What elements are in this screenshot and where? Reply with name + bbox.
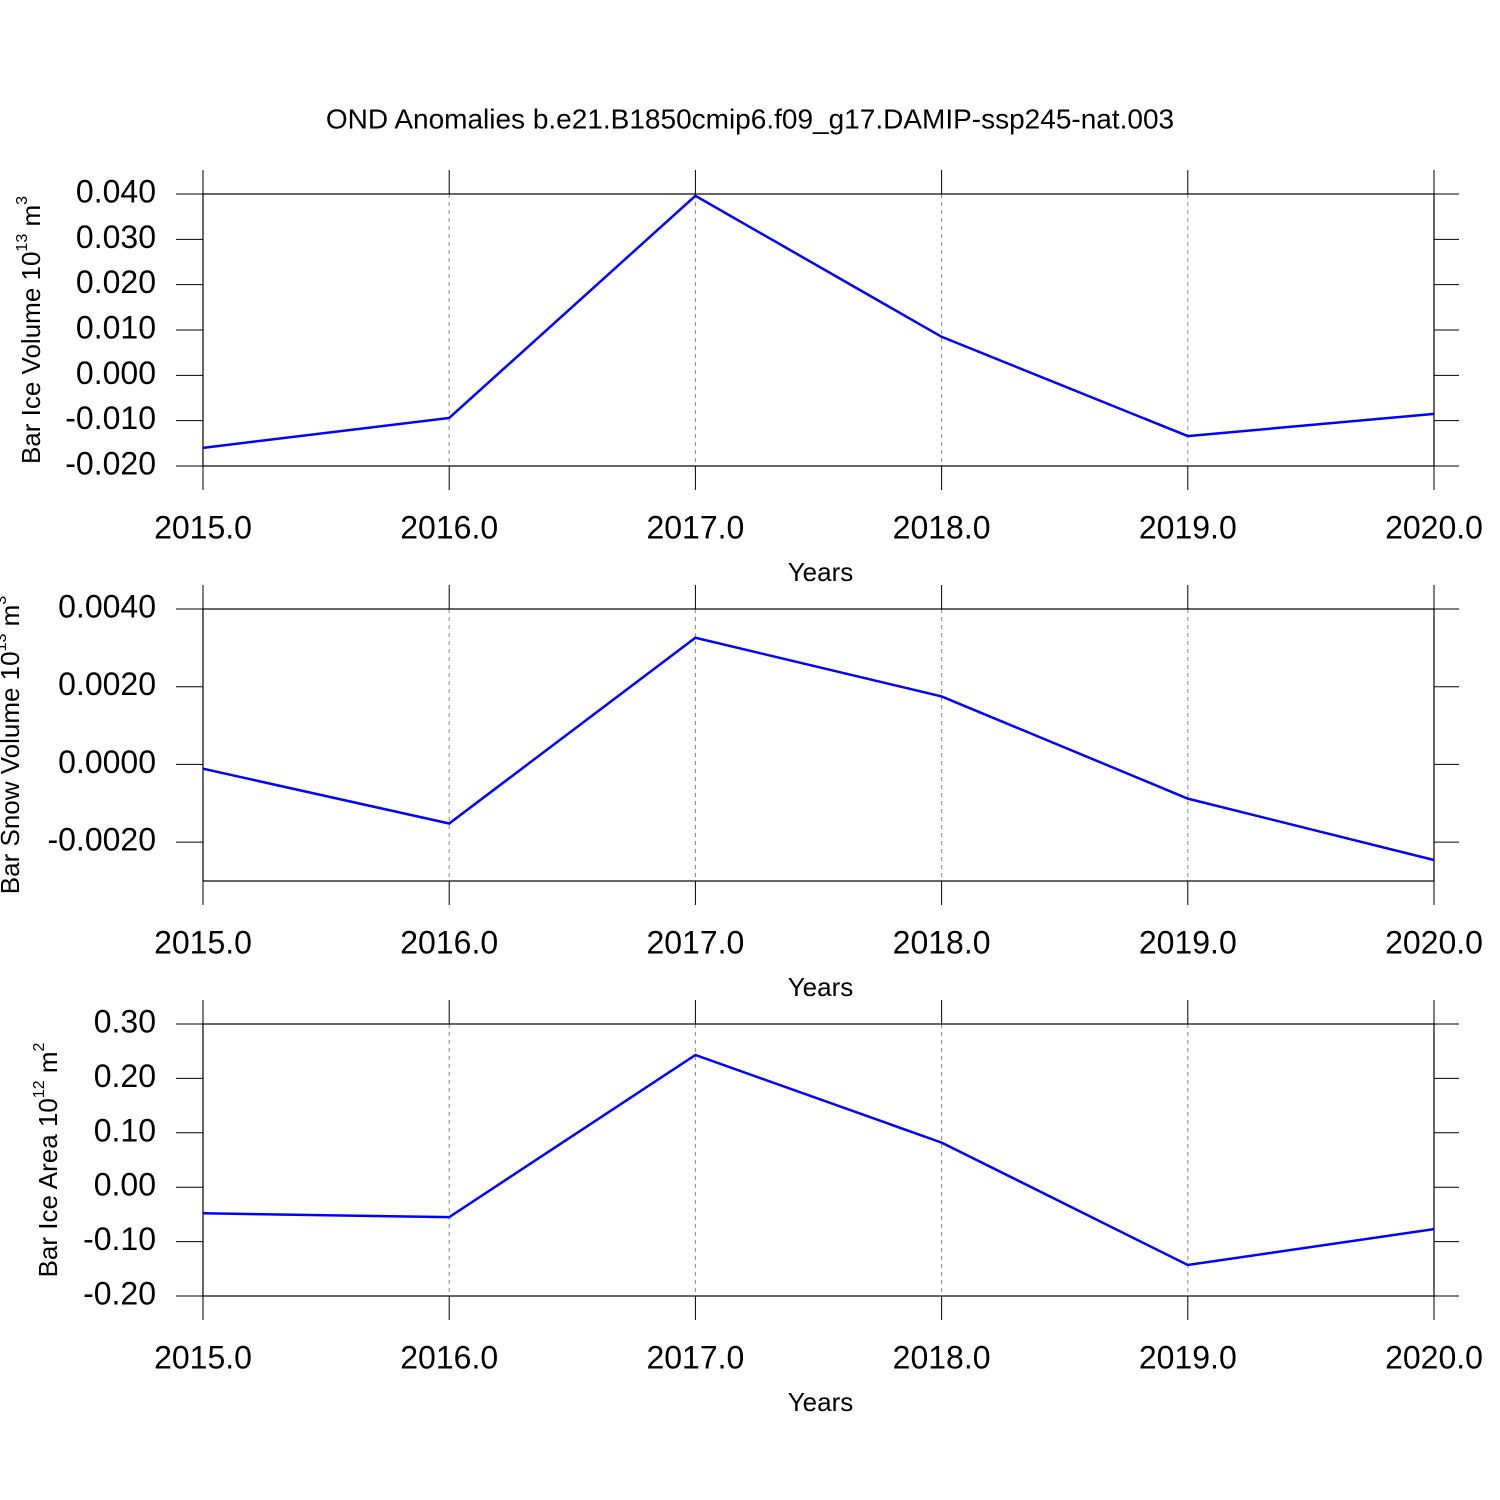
- y-tick-label: 0.0040: [58, 588, 156, 624]
- x-tick-label: 2019.0: [1139, 924, 1237, 960]
- y-tick-label: -0.10: [83, 1221, 156, 1257]
- y-axis-label-superscript: 12: [31, 1080, 48, 1098]
- y-tick-label: 0.20: [94, 1058, 156, 1094]
- y-axis-label-superscript: 3: [0, 596, 10, 605]
- y-axis-label-part: m: [33, 1051, 63, 1080]
- plot-frame: [202, 1023, 1435, 1297]
- x-tick-label: 2020.0: [1385, 509, 1483, 545]
- x-tick-label: 2017.0: [646, 1339, 744, 1375]
- x-tick-label: 2017.0: [646, 924, 744, 960]
- x-tick-label: 2019.0: [1139, 1339, 1237, 1375]
- y-tick-label: 0.0000: [58, 744, 156, 780]
- y-axis-label-superscript: 3: [14, 196, 31, 205]
- y-axis-label-superscript: 13: [0, 633, 10, 651]
- plot-frame: [202, 608, 1435, 882]
- x-tick-label: 2016.0: [400, 1339, 498, 1375]
- x-tick-label: 2017.0: [646, 509, 744, 545]
- data-line: [202, 636, 1435, 862]
- x-tick-label: 2018.0: [893, 924, 991, 960]
- x-tick-label: 2015.0: [154, 924, 252, 960]
- x-tick-label: 2015.0: [154, 1339, 252, 1375]
- x-tick-label: 2016.0: [400, 924, 498, 960]
- plot-frame: [202, 193, 1435, 467]
- x-tick-label: 2018.0: [893, 1339, 991, 1375]
- y-tick-label: -0.020: [65, 445, 156, 481]
- y-axis-label-part: m: [16, 205, 46, 234]
- x-tick-label: 2019.0: [1139, 509, 1237, 545]
- x-axis-label: Years: [788, 557, 854, 587]
- y-axis-label: Bar Snow Volume 1013 m3: [0, 596, 25, 895]
- y-tick-label: 0.000: [76, 355, 156, 391]
- y-tick-label: 0.0020: [58, 666, 156, 702]
- y-tick-label: 0.040: [76, 173, 156, 209]
- y-tick-label: 0.020: [76, 264, 156, 300]
- data-line: [202, 194, 1435, 450]
- y-tick-label: -0.0020: [47, 822, 156, 858]
- y-axis-label-part: Bar Snow Volume 10: [0, 651, 25, 894]
- data-line: [202, 1053, 1435, 1267]
- y-axis-label: Bar Ice Volume 1013 m3: [14, 196, 46, 464]
- y-tick-label: 0.00: [94, 1167, 156, 1203]
- y-axis-label: Bar Ice Area 1012 m2: [31, 1042, 63, 1277]
- y-tick-label: 0.010: [76, 309, 156, 345]
- x-tick-label: 2015.0: [154, 509, 252, 545]
- x-tick-label: 2020.0: [1385, 1339, 1483, 1375]
- y-tick-label: 0.10: [94, 1112, 156, 1148]
- y-tick-label: 0.30: [94, 1003, 156, 1039]
- y-tick-label: -0.010: [65, 400, 156, 436]
- y-tick-label: -0.20: [83, 1275, 156, 1311]
- x-tick-label: 2020.0: [1385, 924, 1483, 960]
- y-axis-label-superscript: 2: [31, 1042, 48, 1051]
- x-axis-label: Years: [788, 1387, 854, 1417]
- y-axis-label-part: Bar Ice Area 10: [33, 1098, 63, 1277]
- x-tick-label: 2016.0: [400, 509, 498, 545]
- x-tick-label: 2018.0: [893, 509, 991, 545]
- y-tick-label: 0.030: [76, 219, 156, 255]
- y-axis-label-superscript: 13: [14, 234, 31, 252]
- chart-title: OND Anomalies b.e21.B1850cmip6.f09_g17.D…: [326, 103, 1174, 134]
- y-axis-label-part: Bar Ice Volume 10: [16, 252, 46, 464]
- x-axis-label: Years: [788, 972, 854, 1002]
- y-axis-label-part: m: [0, 605, 25, 634]
